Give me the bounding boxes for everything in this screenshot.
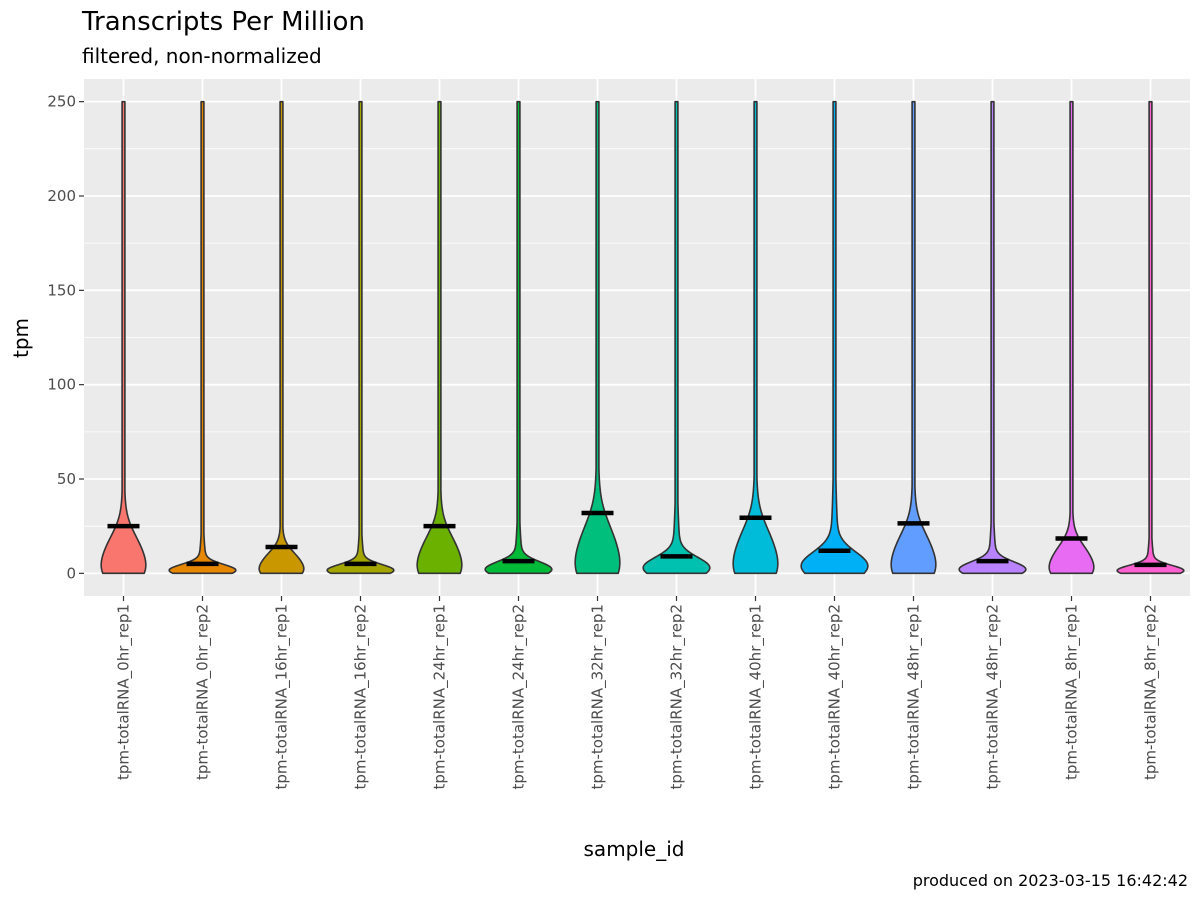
violin-tpm-totalRNA_40hr_rep1: [732, 100, 779, 575]
violin-tpm-totalRNA_16hr_rep1: [258, 100, 305, 575]
violin-tpm-totalRNA_8hr_rep1: [1048, 100, 1095, 575]
caption: produced on 2023-03-15 16:42:42: [913, 871, 1188, 890]
x-axis: tpm-totalRNA_0hr_rep1 tpm-totalRNA_0hr_re…: [115, 596, 1161, 790]
y-axis-title: tpm: [9, 318, 33, 358]
x-tick-label: tpm-totalRNA_32hr_rep1: [589, 604, 608, 790]
x-tick-label: tpm-totalRNA_8hr_rep2: [1142, 604, 1161, 780]
violins: [100, 100, 1185, 575]
x-tick-label: tpm-totalRNA_0hr_rep1: [115, 604, 134, 780]
x-tick-label: tpm-totalRNA_8hr_rep1: [1063, 604, 1082, 780]
violin-tpm-totalRNA_8hr_rep2: [1116, 100, 1185, 575]
y-tick-label: 100: [47, 376, 76, 394]
y-tick-label: 200: [47, 187, 76, 205]
y-tick-label: 50: [57, 470, 76, 488]
y-tick-label: 150: [47, 281, 76, 299]
x-tick-label: tpm-totalRNA_16hr_rep1: [273, 604, 292, 790]
chart-title: Transcripts Per Million: [81, 7, 365, 37]
x-tick-label: tpm-totalRNA_24hr_rep1: [431, 604, 450, 790]
violin-tpm-totalRNA_0hr_rep1: [100, 100, 147, 575]
x-tick-label: tpm-totalRNA_0hr_rep2: [194, 604, 213, 780]
violin-tpm-totalRNA_0hr_rep2: [168, 100, 237, 575]
chart-subtitle: filtered, non-normalized: [82, 44, 322, 68]
violin-tpm-totalRNA_24hr_rep1: [416, 100, 463, 575]
violin-tpm-totalRNA_16hr_rep2: [326, 100, 395, 575]
x-tick-label: tpm-totalRNA_48hr_rep2: [984, 604, 1003, 790]
violin-tpm-totalRNA_32hr_rep1: [574, 100, 621, 575]
x-axis-title: sample_id: [584, 837, 685, 861]
violin-tpm-totalRNA_32hr_rep2: [642, 100, 711, 575]
x-tick-label: tpm-totalRNA_16hr_rep2: [352, 604, 371, 790]
y-tick-label: 0: [66, 564, 76, 582]
violin-tpm-totalRNA_40hr_rep2: [800, 100, 869, 575]
violin-tpm-totalRNA_24hr_rep2: [484, 100, 553, 575]
x-tick-label: tpm-totalRNA_32hr_rep2: [668, 604, 687, 790]
y-tick-label: 250: [47, 93, 76, 111]
violin-tpm-totalRNA_48hr_rep2: [958, 100, 1027, 575]
x-tick-label: tpm-totalRNA_40hr_rep1: [747, 604, 766, 790]
x-tick-label: tpm-totalRNA_24hr_rep2: [510, 604, 529, 790]
x-tick-label: tpm-totalRNA_48hr_rep1: [905, 604, 924, 790]
x-tick-label: tpm-totalRNA_40hr_rep2: [826, 604, 845, 790]
y-axis: 0 50 100 150 200 250: [47, 93, 84, 582]
